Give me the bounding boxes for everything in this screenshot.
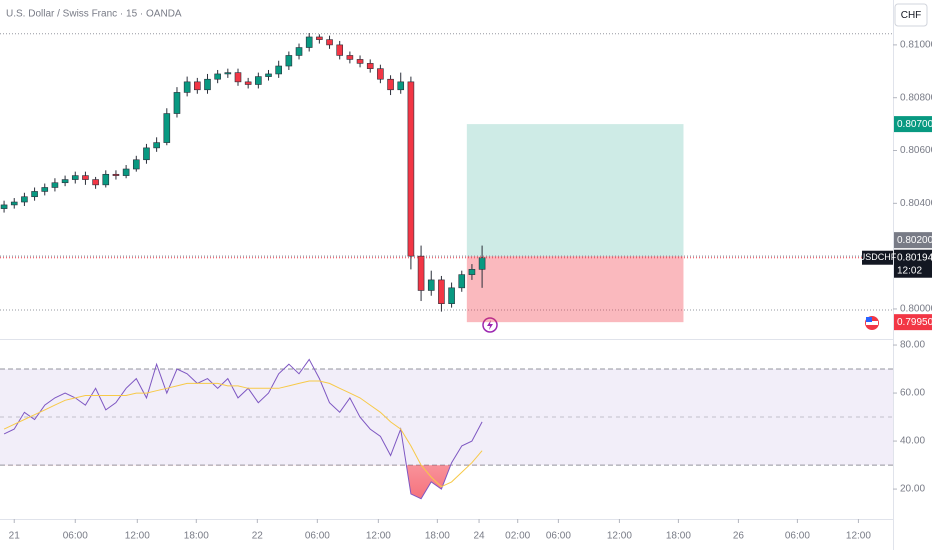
candle-body <box>163 113 171 143</box>
stop-tag-bg <box>894 314 932 331</box>
candle-body <box>356 59 364 64</box>
entry-tag-bg <box>894 232 932 249</box>
countdown: 12:02 <box>897 265 922 276</box>
last-price-tag: 0.80194 <box>897 252 932 263</box>
stop-tag: 0.79950 <box>897 317 932 328</box>
currency-button[interactable] <box>894 3 928 27</box>
x-tick-label: 26 <box>733 531 745 542</box>
y-tick-label: 60.00 <box>900 388 925 399</box>
candle-body <box>427 279 435 291</box>
rsi-band <box>0 369 893 466</box>
candle-body <box>448 287 455 304</box>
x-tick-label: 24 <box>473 531 485 542</box>
candle-body <box>204 78 211 91</box>
rsi-ma-line <box>3 380 483 488</box>
candle-body <box>153 142 160 149</box>
candle-body <box>61 179 69 184</box>
x-tick-label: 06:00 <box>546 531 571 542</box>
x-tick-label: 06:00 <box>63 531 88 542</box>
candle-body <box>275 65 282 75</box>
x-tick-label: 12:00 <box>846 531 871 542</box>
candle-body <box>173 92 181 114</box>
candle-body <box>41 187 49 192</box>
candle-body <box>132 159 140 170</box>
candle-body <box>478 257 486 270</box>
candle-body <box>366 63 374 69</box>
candle-body <box>407 81 415 257</box>
y-tick-label: 80.00 <box>900 340 925 351</box>
currency-label[interactable]: CHF <box>901 10 922 21</box>
candle-body <box>438 279 445 304</box>
x-tick-label: 12:00 <box>125 531 150 542</box>
x-tick-label: 06:00 <box>305 531 330 542</box>
candle-body <box>51 182 59 188</box>
x-tick-label: 21 <box>9 531 21 542</box>
rsi-line <box>3 358 483 500</box>
candle-body <box>194 81 201 91</box>
x-tick-label: 12:00 <box>607 531 632 542</box>
oversold-fill <box>4 465 483 499</box>
symbol-tag: USDCHF <box>859 252 897 262</box>
x-tick-label: 12:00 <box>366 531 391 542</box>
candle-body <box>377 68 384 80</box>
candle-body <box>336 44 344 56</box>
last-price-tag-bg <box>894 249 932 278</box>
target-tag: 0.80700 <box>897 119 932 130</box>
chart-title: U.S. Dollar / Swiss Franc · 15 · OANDA <box>6 9 182 20</box>
profit-zone <box>466 124 684 257</box>
candle-body <box>316 36 323 40</box>
candle-body <box>417 255 425 291</box>
candle-body <box>295 47 303 56</box>
candle-body <box>112 173 120 176</box>
candle-body <box>244 81 252 85</box>
candle-body <box>71 175 79 180</box>
target-tag-bg <box>894 116 932 133</box>
candle-body <box>326 39 333 46</box>
candle-body <box>122 168 130 176</box>
x-tick-label: 18:00 <box>184 531 209 542</box>
candle-body <box>0 204 8 209</box>
symbol-tag-bg <box>862 250 893 265</box>
entry-tag: 0.80200 <box>897 235 932 246</box>
x-tick-label: 18:00 <box>425 531 450 542</box>
candle-body <box>214 73 221 80</box>
y-tick-label: 20.00 <box>900 484 925 495</box>
candle-body <box>10 201 18 206</box>
candle-body <box>234 72 242 83</box>
y-tick-label: 40.00 <box>900 436 925 447</box>
candle-body <box>82 175 89 180</box>
candle-body <box>397 81 405 91</box>
candle-body <box>31 191 38 198</box>
candle-body <box>183 81 191 93</box>
candle-body <box>92 179 99 186</box>
y-tick-label: 0.81000 <box>900 40 932 51</box>
candle-body <box>102 173 110 186</box>
candle-body <box>305 36 313 48</box>
x-tick-label: 22 <box>252 531 264 542</box>
x-tick-label: 02:00 <box>505 531 530 542</box>
candle-body <box>255 76 262 85</box>
candle-body <box>143 147 150 161</box>
alert-icon[interactable] <box>482 317 498 333</box>
candle-body <box>224 72 232 75</box>
loss-zone <box>466 256 684 323</box>
candle-body <box>265 73 272 77</box>
candle-body <box>468 269 476 275</box>
candle-body <box>346 55 354 60</box>
candle-body <box>458 274 466 289</box>
country-flag <box>865 316 879 330</box>
candle-body <box>387 78 394 91</box>
x-tick-label: 18:00 <box>666 531 691 542</box>
x-tick-label: 06:00 <box>785 531 810 542</box>
candle-body <box>285 55 293 67</box>
candle-body <box>21 196 28 203</box>
